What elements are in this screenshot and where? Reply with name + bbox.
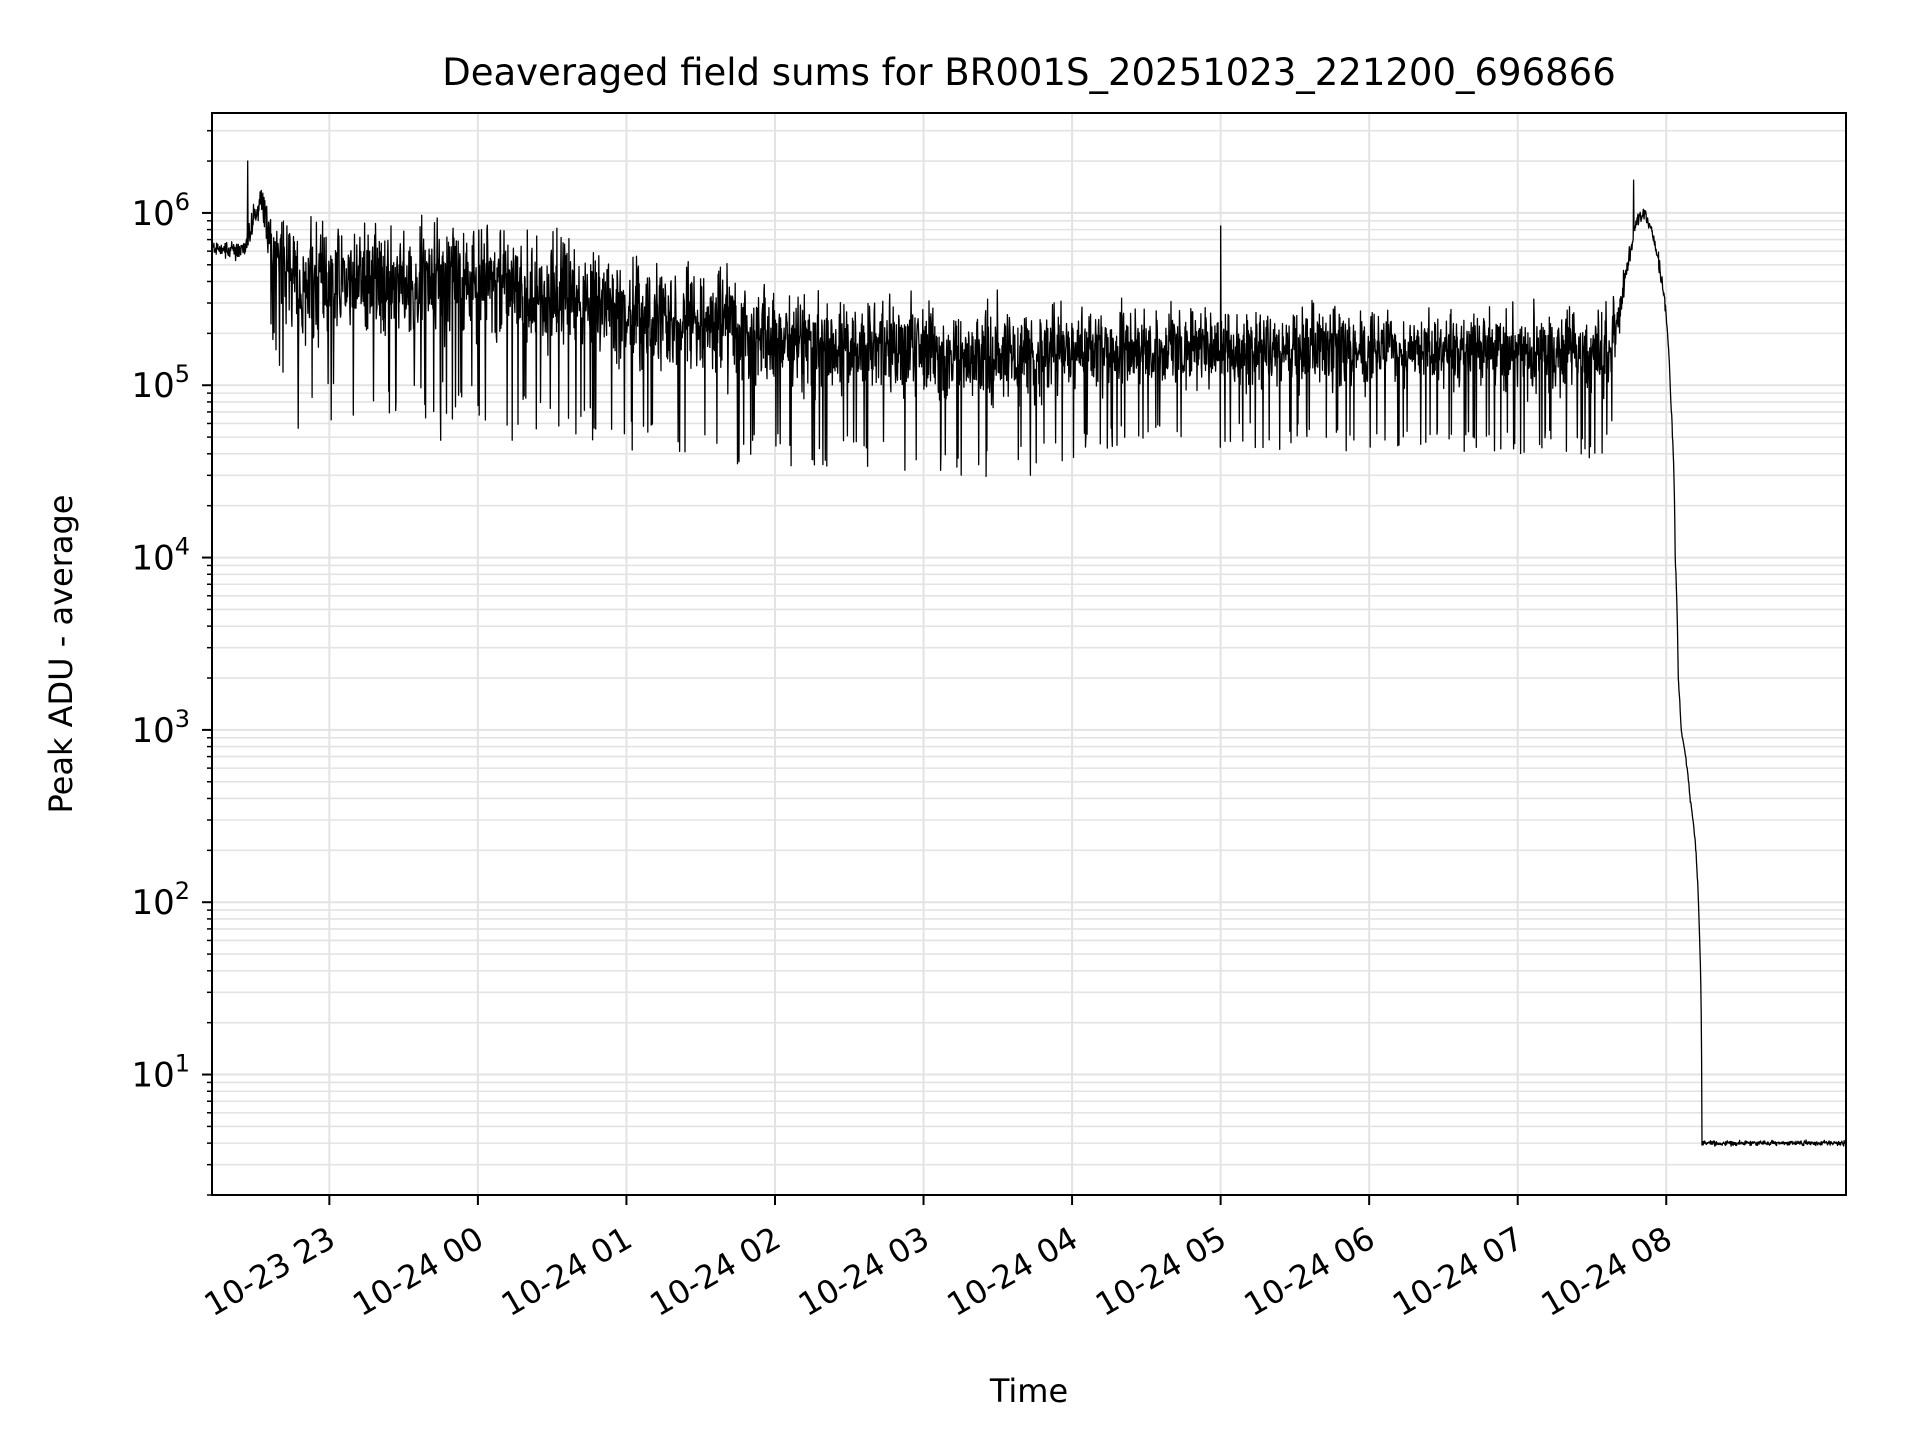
y-tick-exponent: 4 <box>175 533 190 561</box>
y-tick-base: 10 <box>131 1056 174 1096</box>
y-tick-exponent: 5 <box>175 360 190 388</box>
y-tick-base: 10 <box>131 194 174 234</box>
y-tick-base: 10 <box>131 711 174 751</box>
y-tick-exponent: 1 <box>175 1050 190 1078</box>
y-tick-label: 105 <box>131 360 190 406</box>
series-line-field-sums <box>212 160 1846 1147</box>
x-axis-label: Time <box>989 1372 1068 1410</box>
y-tick-base: 10 <box>131 539 174 579</box>
y-tick-label: 102 <box>131 877 190 923</box>
y-tick-label: 106 <box>131 188 190 234</box>
y-tick-base: 10 <box>131 366 174 406</box>
y-tick-label: 101 <box>131 1050 190 1096</box>
y-tick-base: 10 <box>131 883 174 923</box>
grid <box>212 113 1846 1196</box>
y-axis-label: Peak ADU - average <box>42 495 80 814</box>
series-layer <box>212 160 1846 1147</box>
y-tick-exponent: 6 <box>175 188 190 216</box>
y-tick-label: 104 <box>131 533 190 579</box>
chart-title: Deaveraged field sums for BR001S_2025102… <box>442 51 1616 94</box>
y-tick-label: 103 <box>131 705 190 751</box>
y-tick-exponent: 2 <box>175 877 190 905</box>
y-tick-exponent: 3 <box>175 705 190 733</box>
axes-frame <box>211 112 1847 1196</box>
